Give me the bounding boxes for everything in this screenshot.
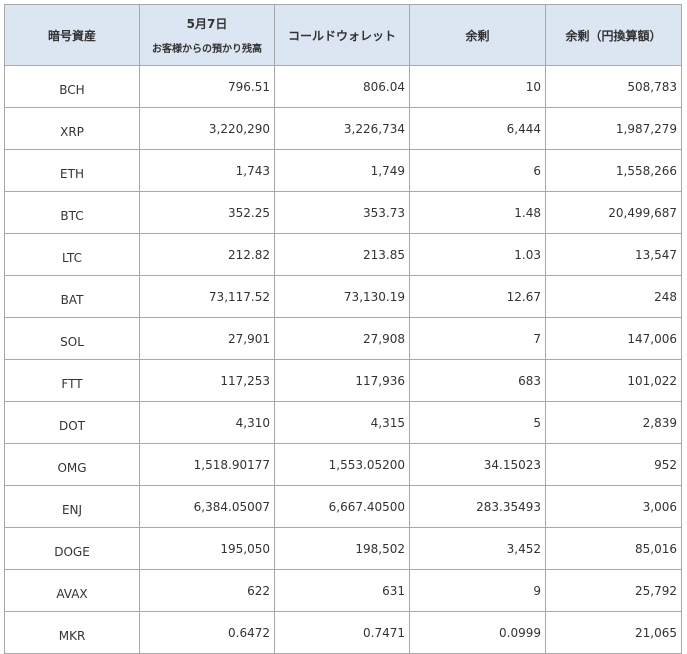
cell-cold-wallet: 4,315 <box>274 401 410 444</box>
cell-surplus: 283.35493 <box>409 485 546 528</box>
cell-cold-wallet: 3,226,734 <box>274 107 410 150</box>
header-row: 暗号資産 5月7日 お客様からの預かり残高 コールドウォレット 余剰 余剰（円換… <box>4 4 682 66</box>
cell-cold-wallet: 806.04 <box>274 65 410 108</box>
cell-surplus-jpy: 952 <box>545 443 682 486</box>
cell-surplus: 9 <box>409 569 546 612</box>
cell-cold-wallet: 631 <box>274 569 410 612</box>
cell-surplus-jpy: 1,987,279 <box>545 107 682 150</box>
cell-deposit: 0.6472 <box>139 611 275 654</box>
cell-surplus-jpy: 13,547 <box>545 233 682 276</box>
cell-symbol: ENJ <box>4 485 140 528</box>
cell-surplus-jpy: 20,499,687 <box>545 191 682 234</box>
cell-surplus: 5 <box>409 401 546 444</box>
cell-surplus: 683 <box>409 359 546 402</box>
table-row: BAT 73,117.52 73,130.19 12.67 248 <box>4 275 682 318</box>
cell-cold-wallet: 6,667.40500 <box>274 485 410 528</box>
header-deposit-sub: お客様からの預かり残高 <box>152 44 262 55</box>
cell-deposit: 4,310 <box>139 401 275 444</box>
cell-deposit: 622 <box>139 569 275 612</box>
table-row: DOT 4,310 4,315 5 2,839 <box>4 401 682 444</box>
cell-deposit: 3,220,290 <box>139 107 275 150</box>
cell-deposit: 1,743 <box>139 149 275 192</box>
cell-symbol: MKR <box>4 611 140 654</box>
cell-surplus: 6,444 <box>409 107 546 150</box>
cell-surplus-jpy: 25,792 <box>545 569 682 612</box>
cell-surplus: 12.67 <box>409 275 546 318</box>
cell-surplus-jpy: 3,006 <box>545 485 682 528</box>
cell-surplus: 7 <box>409 317 546 360</box>
cell-deposit: 117,253 <box>139 359 275 402</box>
cell-symbol: XRP <box>4 107 140 150</box>
table-row: XRP 3,220,290 3,226,734 6,444 1,987,279 <box>4 107 682 150</box>
cell-deposit: 212.82 <box>139 233 275 276</box>
cell-cold-wallet: 27,908 <box>274 317 410 360</box>
cell-symbol: ETH <box>4 149 140 192</box>
cell-surplus-jpy: 101,022 <box>545 359 682 402</box>
table-row: ETH 1,743 1,749 6 1,558,266 <box>4 149 682 192</box>
cell-surplus: 0.0999 <box>409 611 546 654</box>
cell-symbol: DOGE <box>4 527 140 570</box>
header-deposit-date: 5月7日 <box>186 17 228 31</box>
cell-surplus: 3,452 <box>409 527 546 570</box>
cell-surplus-jpy: 147,006 <box>545 317 682 360</box>
cell-surplus-jpy: 21,065 <box>545 611 682 654</box>
table-row: BCH 796.51 806.04 10 508,783 <box>4 65 682 108</box>
table-row: BTC 352.25 353.73 1.48 20,499,687 <box>4 191 682 234</box>
header-cold-wallet: コールドウォレット <box>274 4 410 66</box>
cell-cold-wallet: 73,130.19 <box>274 275 410 318</box>
cell-surplus-jpy: 248 <box>545 275 682 318</box>
cell-symbol: BTC <box>4 191 140 234</box>
cell-surplus: 34.15023 <box>409 443 546 486</box>
cell-symbol: BCH <box>4 65 140 108</box>
cell-cold-wallet: 198,502 <box>274 527 410 570</box>
cell-deposit: 6,384.05007 <box>139 485 275 528</box>
cell-surplus-jpy: 508,783 <box>545 65 682 108</box>
cell-cold-wallet: 213.85 <box>274 233 410 276</box>
cell-surplus-jpy: 85,016 <box>545 527 682 570</box>
cell-symbol: DOT <box>4 401 140 444</box>
cell-surplus: 10 <box>409 65 546 108</box>
cell-deposit: 1,518.90177 <box>139 443 275 486</box>
table-row: AVAX 622 631 9 25,792 <box>4 569 682 612</box>
cell-surplus: 1.03 <box>409 233 546 276</box>
cell-symbol: SOL <box>4 317 140 360</box>
cell-deposit: 352.25 <box>139 191 275 234</box>
header-surplus: 余剰 <box>409 4 546 66</box>
cell-symbol: OMG <box>4 443 140 486</box>
cell-symbol: LTC <box>4 233 140 276</box>
cell-surplus-jpy: 1,558,266 <box>545 149 682 192</box>
header-symbol: 暗号資産 <box>4 4 140 66</box>
reserve-table: 暗号資産 5月7日 お客様からの預かり残高 コールドウォレット 余剰 余剰（円換… <box>4 4 682 654</box>
cell-cold-wallet: 0.7471 <box>274 611 410 654</box>
cell-cold-wallet: 353.73 <box>274 191 410 234</box>
header-surplus-jpy: 余剰（円換算額） <box>545 4 682 66</box>
cell-deposit: 796.51 <box>139 65 275 108</box>
table-row: SOL 27,901 27,908 7 147,006 <box>4 317 682 360</box>
table-row: DOGE 195,050 198,502 3,452 85,016 <box>4 527 682 570</box>
cell-cold-wallet: 1,749 <box>274 149 410 192</box>
header-deposit: 5月7日 お客様からの預かり残高 <box>139 4 275 66</box>
cell-surplus: 6 <box>409 149 546 192</box>
table-row: FTT 117,253 117,936 683 101,022 <box>4 359 682 402</box>
cell-surplus: 1.48 <box>409 191 546 234</box>
cell-symbol: BAT <box>4 275 140 318</box>
cell-symbol: FTT <box>4 359 140 402</box>
cell-deposit: 195,050 <box>139 527 275 570</box>
table-row: LTC 212.82 213.85 1.03 13,547 <box>4 233 682 276</box>
table-row: OMG 1,518.90177 1,553.05200 34.15023 952 <box>4 443 682 486</box>
cell-surplus-jpy: 2,839 <box>545 401 682 444</box>
cell-symbol: AVAX <box>4 569 140 612</box>
cell-cold-wallet: 1,553.05200 <box>274 443 410 486</box>
table-row: MKR 0.6472 0.7471 0.0999 21,065 <box>4 611 682 654</box>
cell-cold-wallet: 117,936 <box>274 359 410 402</box>
table-body: BCH 796.51 806.04 10 508,783 XRP 3,220,290 3,22… <box>4 65 682 654</box>
cell-deposit: 27,901 <box>139 317 275 360</box>
table-header: 暗号資産 5月7日 お客様からの預かり残高 コールドウォレット 余剰 余剰（円換… <box>4 4 682 66</box>
table-row: ENJ 6,384.05007 6,667.40500 283.35493 3,006 <box>4 485 682 528</box>
cell-deposit: 73,117.52 <box>139 275 275 318</box>
